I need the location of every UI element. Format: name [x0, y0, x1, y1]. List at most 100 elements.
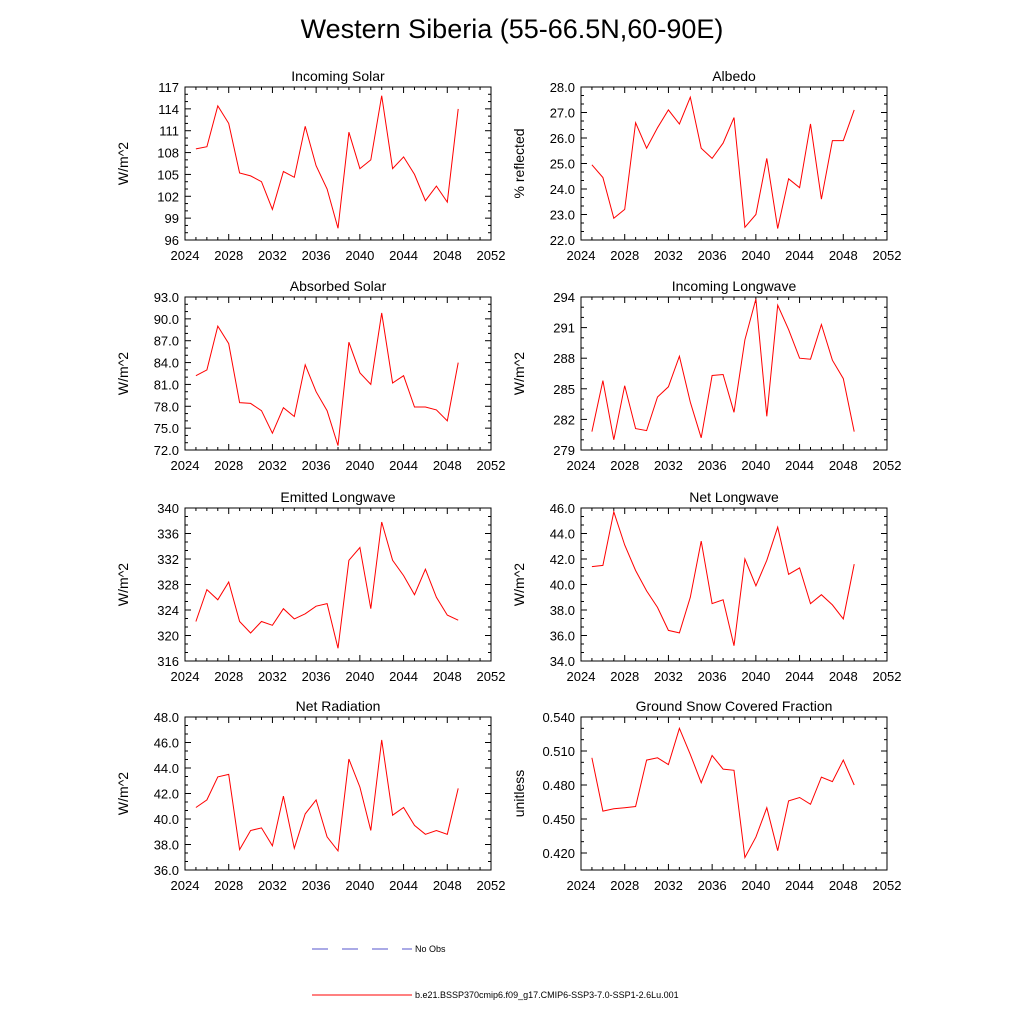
y-axis-label: % reflected [511, 128, 527, 198]
x-tick-label: 2028 [214, 878, 243, 893]
x-tick-label: 2036 [698, 248, 727, 263]
x-tick-label: 2040 [345, 878, 374, 893]
y-tick-label: 288 [553, 351, 575, 366]
x-tick-label: 2028 [610, 878, 639, 893]
panel-1: Incoming Solar W/m^2 2024 2028 2032 2036 2040 2… [115, 68, 505, 263]
y-tick-label: 26.0 [550, 131, 575, 146]
y-tick-label: 44.0 [550, 527, 575, 542]
series-line [591, 509, 855, 646]
y-axis-label: W/m^2 [115, 352, 131, 395]
y-tick-label: 36.0 [550, 629, 575, 644]
y-tick-label: 0.480 [542, 778, 575, 793]
y-tick-label: 285 [553, 382, 575, 397]
y-axis-label: W/m^2 [115, 563, 131, 606]
series-line [195, 739, 459, 853]
y-tick-label: 46.0 [154, 736, 179, 751]
y-tick-label: 282 [553, 412, 575, 427]
series-line [591, 298, 855, 440]
plot-frame [580, 507, 888, 662]
y-tick-label: 0.450 [542, 812, 575, 827]
x-tick-label: 2024 [171, 669, 200, 684]
x-tick-label: 2048 [829, 878, 858, 893]
x-tick-label: 2032 [654, 669, 683, 684]
x-tick-label: 2044 [389, 669, 418, 684]
x-tick-label: 2024 [567, 878, 596, 893]
y-tick-label: 84.0 [154, 356, 179, 371]
x-tick-label: 2052 [477, 878, 506, 893]
x-tick-label: 2044 [785, 458, 814, 473]
plot-frame [184, 86, 492, 241]
x-tick-label: 2040 [741, 458, 770, 473]
legend: No Obs b.e21.BSSP370cmip6.f09_g17.CMIP6-S… [312, 944, 679, 1000]
x-tick-label: 2048 [433, 669, 462, 684]
x-tick-label: 2040 [741, 669, 770, 684]
x-tick-label: 2044 [785, 669, 814, 684]
x-tick-label: 2024 [567, 248, 596, 263]
x-tick-label: 2028 [214, 248, 243, 263]
panel-4: Incoming Longwave W/m^2 2024 2028 2032 2036 20… [511, 278, 901, 473]
x-tick-label: 2048 [829, 248, 858, 263]
x-tick-label: 2036 [302, 458, 331, 473]
panel-6: Net Longwave W/m^2 2024 2028 2032 2036 2040 204… [511, 489, 901, 684]
x-tick-label: 2044 [785, 248, 814, 263]
x-tick-label: 2024 [567, 669, 596, 684]
x-tick-label: 2032 [258, 248, 287, 263]
y-tick-label: 96 [165, 233, 179, 248]
x-tick-label: 2024 [171, 248, 200, 263]
y-tick-label: 42.0 [550, 552, 575, 567]
y-tick-label: 320 [157, 629, 179, 644]
legend-label: b.e21.BSSP370cmip6.f09_g17.CMIP6-SSP3-7.… [415, 990, 679, 1000]
y-tick-label: 40.0 [550, 578, 575, 593]
x-tick-label: 2032 [258, 669, 287, 684]
x-tick-label: 2048 [433, 878, 462, 893]
y-tick-label: 81.0 [154, 377, 179, 392]
y-tick-label: 23.0 [550, 208, 575, 223]
x-tick-label: 2036 [698, 878, 727, 893]
x-tick-label: 2028 [610, 669, 639, 684]
y-tick-label: 99 [165, 211, 179, 226]
y-tick-label: 0.510 [542, 744, 575, 759]
y-axis-label: W/m^2 [511, 352, 527, 395]
x-tick-label: 2044 [389, 248, 418, 263]
panel-title: Incoming Longwave [672, 278, 797, 294]
y-tick-label: 36.0 [154, 863, 179, 878]
x-tick-label: 2048 [829, 458, 858, 473]
y-tick-label: 105 [157, 167, 179, 182]
panel-3: Absorbed Solar W/m^2 2024 2028 2032 2036 2040 2… [115, 278, 505, 473]
y-tick-label: 102 [157, 189, 179, 204]
y-axis-label: W/m^2 [511, 563, 527, 606]
y-tick-label: 78.0 [154, 399, 179, 414]
panel-title: Net Radiation [296, 698, 381, 714]
x-tick-label: 2024 [567, 458, 596, 473]
x-tick-label: 2052 [873, 248, 902, 263]
y-tick-label: 28.0 [550, 80, 575, 95]
x-tick-label: 2036 [698, 458, 727, 473]
y-tick-label: 0.540 [542, 710, 575, 725]
series-line [195, 521, 459, 649]
y-tick-label: 75.0 [154, 421, 179, 436]
panel-2: Albedo % reflected 2024 2028 2032 2036 2040 204… [511, 68, 901, 263]
plot-frame [580, 296, 888, 451]
x-tick-label: 2036 [302, 669, 331, 684]
y-tick-label: 117 [158, 80, 179, 95]
x-tick-label: 2048 [433, 458, 462, 473]
x-tick-label: 2052 [477, 248, 506, 263]
plot-frame [580, 86, 888, 241]
x-tick-label: 2040 [345, 248, 374, 263]
x-tick-label: 2028 [610, 458, 639, 473]
x-tick-label: 2036 [302, 878, 331, 893]
x-tick-label: 2028 [214, 669, 243, 684]
y-tick-label: 27.0 [550, 106, 575, 121]
plot-frame [580, 716, 888, 871]
panel-7: Net Radiation W/m^2 2024 2028 2032 2036 2040 20… [115, 698, 505, 893]
x-tick-label: 2032 [654, 878, 683, 893]
series-line [195, 312, 459, 446]
series-line [195, 95, 459, 229]
y-tick-label: 72.0 [154, 443, 179, 458]
x-tick-label: 2044 [389, 458, 418, 473]
y-tick-label: 40.0 [154, 812, 179, 827]
x-tick-label: 2028 [610, 248, 639, 263]
y-tick-label: 93.0 [154, 290, 179, 305]
panel-title: Ground Snow Covered Fraction [636, 698, 833, 714]
x-tick-label: 2036 [698, 669, 727, 684]
